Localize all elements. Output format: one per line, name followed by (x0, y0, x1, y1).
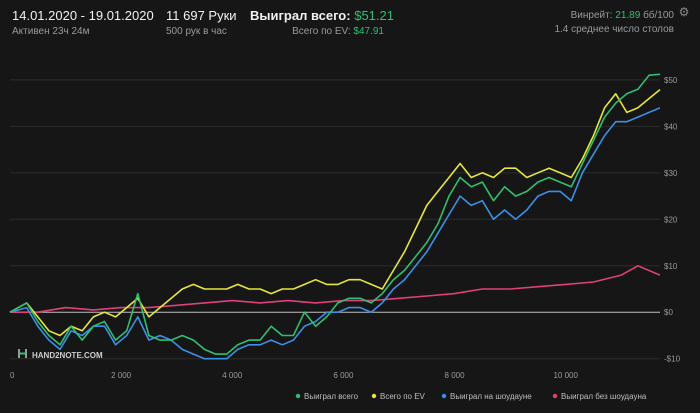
legend-label: Выиграл на шоудауне (450, 392, 532, 401)
date-range: 14.01.2020 - 19.01.2020 (12, 8, 154, 23)
legend-marker (371, 393, 377, 399)
won-value: $51.21 (354, 8, 394, 23)
x-tick-label: 6 000 (333, 371, 354, 380)
y-tick-label: -$10 (664, 355, 681, 364)
legend-marker (552, 393, 558, 399)
legend-marker (441, 393, 447, 399)
won-label: Выиграл всего: (250, 8, 351, 23)
hands-count: 11 697 Руки (166, 8, 237, 23)
winrate-block: Винрейт: 21.89 бб/100 1.4 среднее число … (554, 10, 674, 35)
y-tick-label: $40 (664, 122, 678, 131)
y-tick-label: $10 (664, 262, 678, 271)
y-tick-label: $0 (664, 308, 673, 317)
watermark: HAND2NOTE.COM (18, 349, 103, 360)
y-tick-label: $30 (664, 169, 678, 178)
y-axis: -$10 $0 $10 $20 $30 $40 $50 (664, 76, 681, 364)
watermark-text: HAND2NOTE.COM (32, 351, 103, 360)
grid (10, 79, 660, 360)
x-tick-label: 10 000 (553, 371, 578, 380)
legend-label: Выиграл всего (304, 392, 359, 401)
y-tick-label: $20 (664, 215, 678, 224)
x-tick-label: 8 000 (445, 371, 466, 380)
hand2note-logo (18, 349, 27, 358)
hands-block: 11 697 Руки 500 рук в час (166, 8, 237, 37)
won-block: Выиграл всего: $51.21 Всего по EV: $47.9… (250, 8, 394, 37)
avg-tables: 1.4 среднее число столов (554, 24, 674, 35)
legend-marker (295, 393, 301, 399)
legend: Выиграл всего Всего по EV Выиграл на шоуда… (295, 392, 647, 401)
x-tick-label: 2 000 (111, 371, 132, 380)
winrate-label: Винрейт: (570, 10, 613, 21)
series-line-3 (10, 264, 661, 314)
hands-per-hour: 500 рук в час (166, 26, 227, 37)
winrate-unit: бб/100 (643, 10, 674, 21)
x-tick-label: 4 000 (222, 371, 243, 380)
winrate-value: 21.89 (615, 10, 641, 21)
ev-label: Всего по EV: (292, 26, 351, 37)
legend-label: Выиграл без шоудауна (561, 392, 647, 401)
ev-value: $47.91 (353, 26, 384, 37)
series-line-1 (9, 88, 661, 337)
x-axis: 0 2 000 4 000 6 000 8 000 10 000 (10, 371, 578, 380)
y-tick-label: $50 (664, 76, 678, 85)
x-tick-label: 0 (10, 371, 15, 380)
gear-icon[interactable]: ⚙ (678, 5, 690, 19)
legend-label: Всего по EV (380, 392, 426, 401)
series-line-0 (9, 73, 661, 355)
active-time: Активен 23ч 24м (12, 26, 90, 37)
date-block: 14.01.2020 - 19.01.2020 Активен 23ч 24м (12, 8, 154, 37)
series (9, 73, 661, 360)
series-line-2 (9, 107, 661, 360)
